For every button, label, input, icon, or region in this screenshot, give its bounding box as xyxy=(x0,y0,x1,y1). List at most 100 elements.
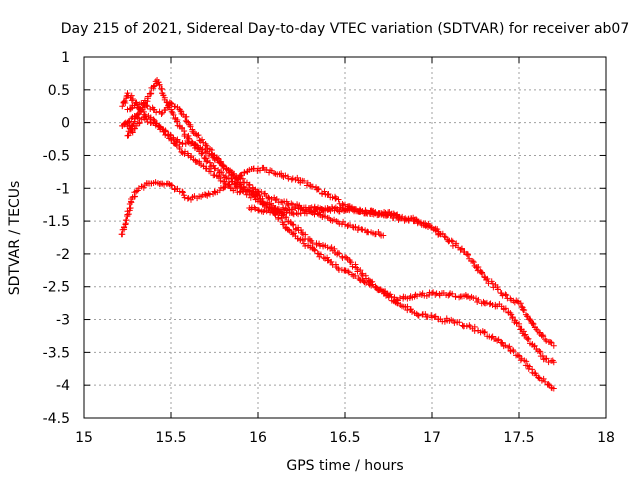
data-point-sample xyxy=(484,275,491,282)
data-point-sample xyxy=(547,339,554,346)
data-point-sample xyxy=(198,150,205,157)
data-point-sample xyxy=(188,152,195,159)
data-point-sample xyxy=(464,251,471,258)
data-point-sample xyxy=(179,188,186,195)
data-point-sample xyxy=(469,258,476,265)
data-point-sample xyxy=(545,359,552,366)
data-point-sample xyxy=(363,210,370,217)
data-point-sample xyxy=(265,194,272,201)
data-point-sample xyxy=(231,170,238,177)
data-point-sample xyxy=(143,102,150,109)
data-point-sample xyxy=(144,103,151,110)
x-tick-label: 16 xyxy=(249,430,267,446)
data-point-sample xyxy=(172,141,179,148)
data-point-sample xyxy=(351,272,358,279)
data-point-sample xyxy=(122,217,129,224)
data-point-sample xyxy=(479,270,486,277)
data-point xyxy=(211,155,218,162)
data-point-sample xyxy=(197,161,204,168)
data-point-sample xyxy=(153,120,160,127)
data-point-sample xyxy=(127,204,134,211)
data-point-sample xyxy=(177,107,184,114)
data-point-sample xyxy=(156,123,163,130)
series-track-6 xyxy=(119,119,143,136)
data-point xyxy=(150,83,157,90)
data-point-sample xyxy=(288,200,295,207)
data-point-sample xyxy=(303,210,310,217)
data-point-sample xyxy=(148,90,155,97)
data-point-sample xyxy=(271,170,278,177)
data-point-sample xyxy=(140,108,147,115)
data-point-sample xyxy=(311,247,318,254)
data-point-sample xyxy=(290,222,297,229)
x-tick-label: 15 xyxy=(75,430,93,446)
data-point-sample xyxy=(518,303,525,310)
data-point xyxy=(446,291,453,298)
data-point-sample xyxy=(206,159,213,166)
data-point-sample xyxy=(309,209,316,216)
data-point-sample xyxy=(236,189,243,196)
data-point-sample xyxy=(328,258,335,265)
data-point-sample xyxy=(128,97,135,104)
data-point xyxy=(289,175,296,182)
data-point xyxy=(429,314,435,321)
data-point-sample xyxy=(517,300,524,307)
data-point-sample xyxy=(530,320,537,327)
data-point xyxy=(550,342,557,349)
data-point-sample xyxy=(129,96,136,103)
data-point-sample xyxy=(494,286,501,293)
y-tick-label: -0.5 xyxy=(43,148,70,164)
y-tick-label: -2.5 xyxy=(43,280,70,296)
data-point-sample xyxy=(162,131,169,138)
data-point-sample xyxy=(256,207,263,214)
data-point-sample xyxy=(166,181,173,188)
data-point-sample xyxy=(522,331,529,338)
data-point-sample xyxy=(183,118,190,125)
data-point xyxy=(194,132,201,139)
data-point-sample xyxy=(222,180,229,187)
data-point-sample xyxy=(201,155,208,162)
data-point-sample xyxy=(357,267,364,274)
y-tick-label: 0.5 xyxy=(48,83,70,99)
data-point-sample xyxy=(344,223,351,230)
data-point-sample xyxy=(475,263,482,270)
data-point-sample xyxy=(387,211,394,218)
data-point-sample xyxy=(424,313,431,320)
data-point-sample xyxy=(169,182,176,189)
data-point-sample xyxy=(409,308,416,315)
data-point-sample xyxy=(349,206,356,213)
data-point-sample xyxy=(273,196,280,203)
data-point xyxy=(136,119,143,126)
data-point-sample xyxy=(489,280,496,287)
data-point-sample xyxy=(294,174,301,181)
series-track-7 xyxy=(246,203,444,238)
data-point-sample xyxy=(540,375,547,382)
data-point-sample xyxy=(433,290,440,297)
data-point-sample xyxy=(488,334,495,341)
data-point-sample xyxy=(317,251,324,258)
data-point xyxy=(498,339,505,346)
y-tick-label: -1 xyxy=(56,181,70,197)
data-point xyxy=(550,359,557,366)
data-point-sample xyxy=(309,183,316,190)
data-point-sample xyxy=(118,231,125,238)
data-point-sample xyxy=(268,195,275,202)
data-point xyxy=(481,273,488,280)
data-point-sample xyxy=(441,233,448,240)
data-point-sample xyxy=(336,220,343,227)
data-point-sample xyxy=(164,132,171,139)
data-point-sample xyxy=(161,181,168,188)
data-point xyxy=(150,116,157,123)
data-point-sample xyxy=(217,177,224,184)
data-point-sample xyxy=(278,170,285,177)
y-axis-label: SDTVAR / TECUs xyxy=(7,181,23,296)
data-point-sample xyxy=(144,93,151,100)
data-point-sample xyxy=(173,118,180,125)
data-point xyxy=(516,323,522,330)
grid-layer xyxy=(84,57,606,418)
tick-label-layer: 15 15.5 16 16.5 17 17.5 18 1 0.5 0 -0.5 -1 -1.5 -2 -2.… xyxy=(43,50,615,446)
data-point-sample xyxy=(302,206,309,213)
data-point-sample xyxy=(506,343,513,350)
data-point-sample xyxy=(352,223,359,230)
